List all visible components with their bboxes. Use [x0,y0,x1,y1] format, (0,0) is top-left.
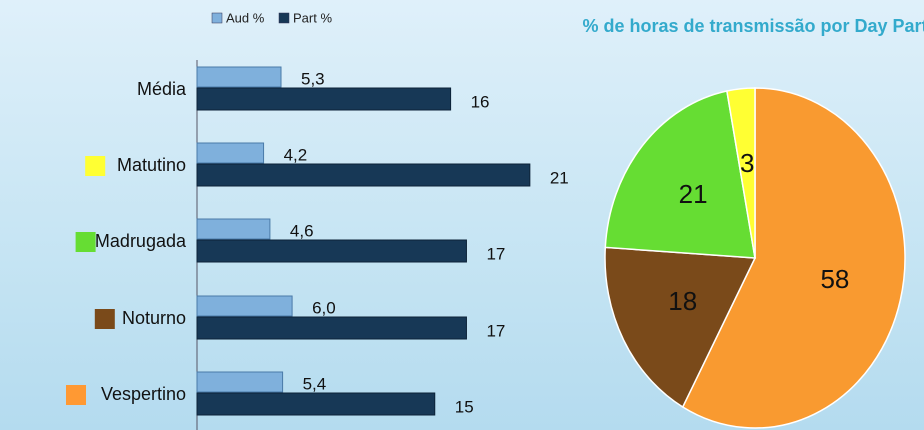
category-label: Média [137,79,187,99]
category-swatch [66,385,86,405]
bar [196,392,436,416]
value-label: 17 [486,244,505,263]
pie-slice [726,87,756,259]
slice-label: 3 [740,148,754,178]
legend-label: Part % [293,10,332,25]
slice-label: 18 [668,286,697,316]
legend-swatch [278,12,290,24]
value-label: 16 [471,92,490,111]
bar [196,163,531,187]
bar [196,316,467,340]
value-label: 4,6 [290,221,314,240]
value-label: 5,4 [303,374,327,393]
value-label: 15 [455,397,474,416]
value-label: 5,3 [301,69,325,88]
bar [196,239,467,263]
legend-swatch [211,12,223,24]
value-label: 17 [486,321,505,340]
bar [196,218,271,240]
category-label: Noturno [122,308,186,328]
legend-label: Aud % [226,10,265,25]
category-swatch [94,309,115,329]
value-label: 6,0 [312,298,336,317]
pie-slice [604,246,757,409]
bar [196,295,293,317]
pie-title: % de horas de transmissão por Day Part [582,16,924,36]
slice-label: 21 [679,179,708,209]
value-label: 21 [550,168,569,187]
category-swatch [75,232,96,252]
category-swatch [85,156,106,176]
category-label: Matutino [117,155,186,175]
category-label: Madrugada [95,231,187,251]
category-label: Vespertino [101,384,186,404]
slice-label: 58 [820,264,849,294]
bar [196,142,265,164]
pie-slice [681,87,906,429]
value-label: 4,2 [284,145,308,164]
bar [196,66,282,88]
bar [196,87,452,111]
bar [196,371,284,393]
pie-slice [604,90,756,259]
